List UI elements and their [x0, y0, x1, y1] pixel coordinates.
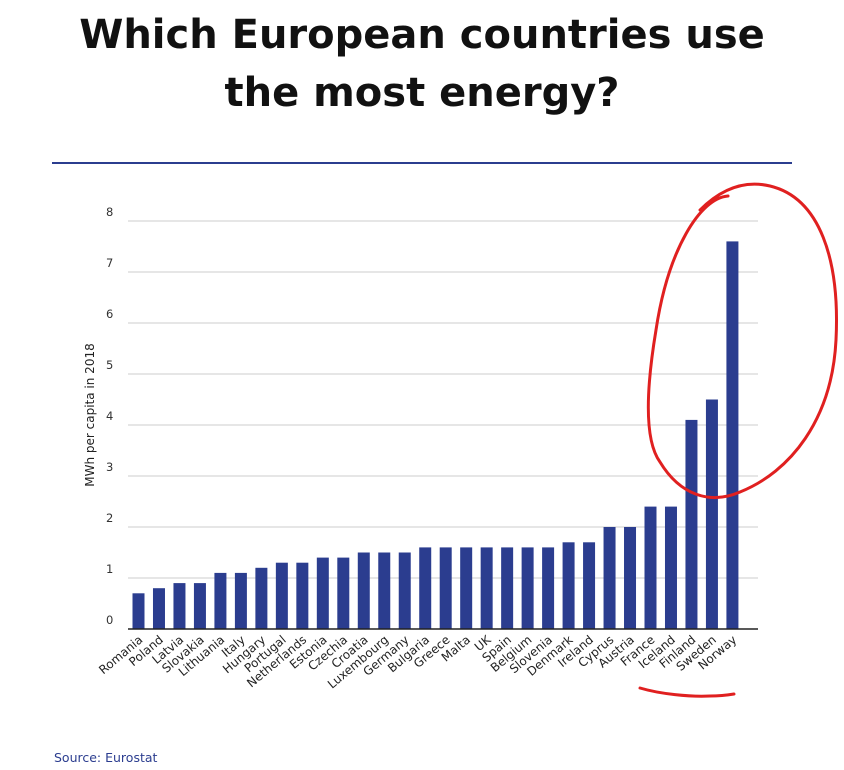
bar-denmark	[562, 542, 575, 629]
bar-croatia	[357, 552, 370, 629]
bar-netherlands	[296, 562, 309, 629]
y-tick-label: 0	[106, 613, 113, 627]
y-tick-label: 6	[106, 307, 113, 321]
chart-title-line-1: Which European countries use	[79, 12, 765, 58]
bar-romania	[132, 593, 145, 629]
bar-poland	[152, 588, 165, 629]
y-axis-title: MWh per capita in 2018	[83, 343, 97, 486]
annotation-underline	[638, 686, 736, 698]
bar-czechia	[337, 557, 350, 629]
y-tick-label: 5	[106, 358, 113, 372]
bar-spain	[501, 547, 514, 629]
y-tick-label: 8	[106, 205, 113, 219]
y-tick-label: 7	[106, 256, 113, 270]
bar-ireland	[583, 542, 596, 629]
bar-belgium	[521, 547, 534, 629]
bar-sweden	[705, 399, 718, 629]
bars	[132, 241, 739, 629]
bar-latvia	[173, 583, 186, 629]
annotations	[638, 182, 838, 698]
bar-iceland	[664, 506, 677, 629]
bar-austria	[624, 527, 637, 629]
bar-lithuania	[214, 572, 227, 629]
annotation-circle	[646, 182, 838, 500]
y-tick-label: 2	[106, 511, 113, 525]
bar-hungary	[255, 567, 268, 629]
bar-cyprus	[603, 527, 616, 629]
bar-germany	[398, 552, 411, 629]
bar-norway	[726, 241, 739, 629]
bar-bulgaria	[419, 547, 432, 629]
gridlines	[128, 220, 758, 579]
bar-italy	[234, 572, 247, 629]
bar-estonia	[316, 557, 329, 629]
bar-malta	[460, 547, 473, 629]
bar-slovakia	[193, 583, 206, 629]
bar-slovenia	[542, 547, 555, 629]
chart-title: Which European countries use the most en…	[0, 6, 844, 122]
bar-france	[644, 506, 657, 629]
title-divider	[52, 162, 792, 164]
bar-finland	[685, 419, 698, 629]
source-note: Source: Eurostat	[54, 750, 158, 765]
y-tick-label: 1	[106, 562, 113, 576]
y-tick-label: 3	[106, 460, 113, 474]
bar-portugal	[275, 562, 288, 629]
bar-luxembourg	[378, 552, 391, 629]
bar-uk	[480, 547, 493, 629]
bar-greece	[439, 547, 452, 629]
y-tick-label: 4	[106, 409, 113, 423]
chart-title-line-2: the most energy?	[224, 70, 620, 116]
